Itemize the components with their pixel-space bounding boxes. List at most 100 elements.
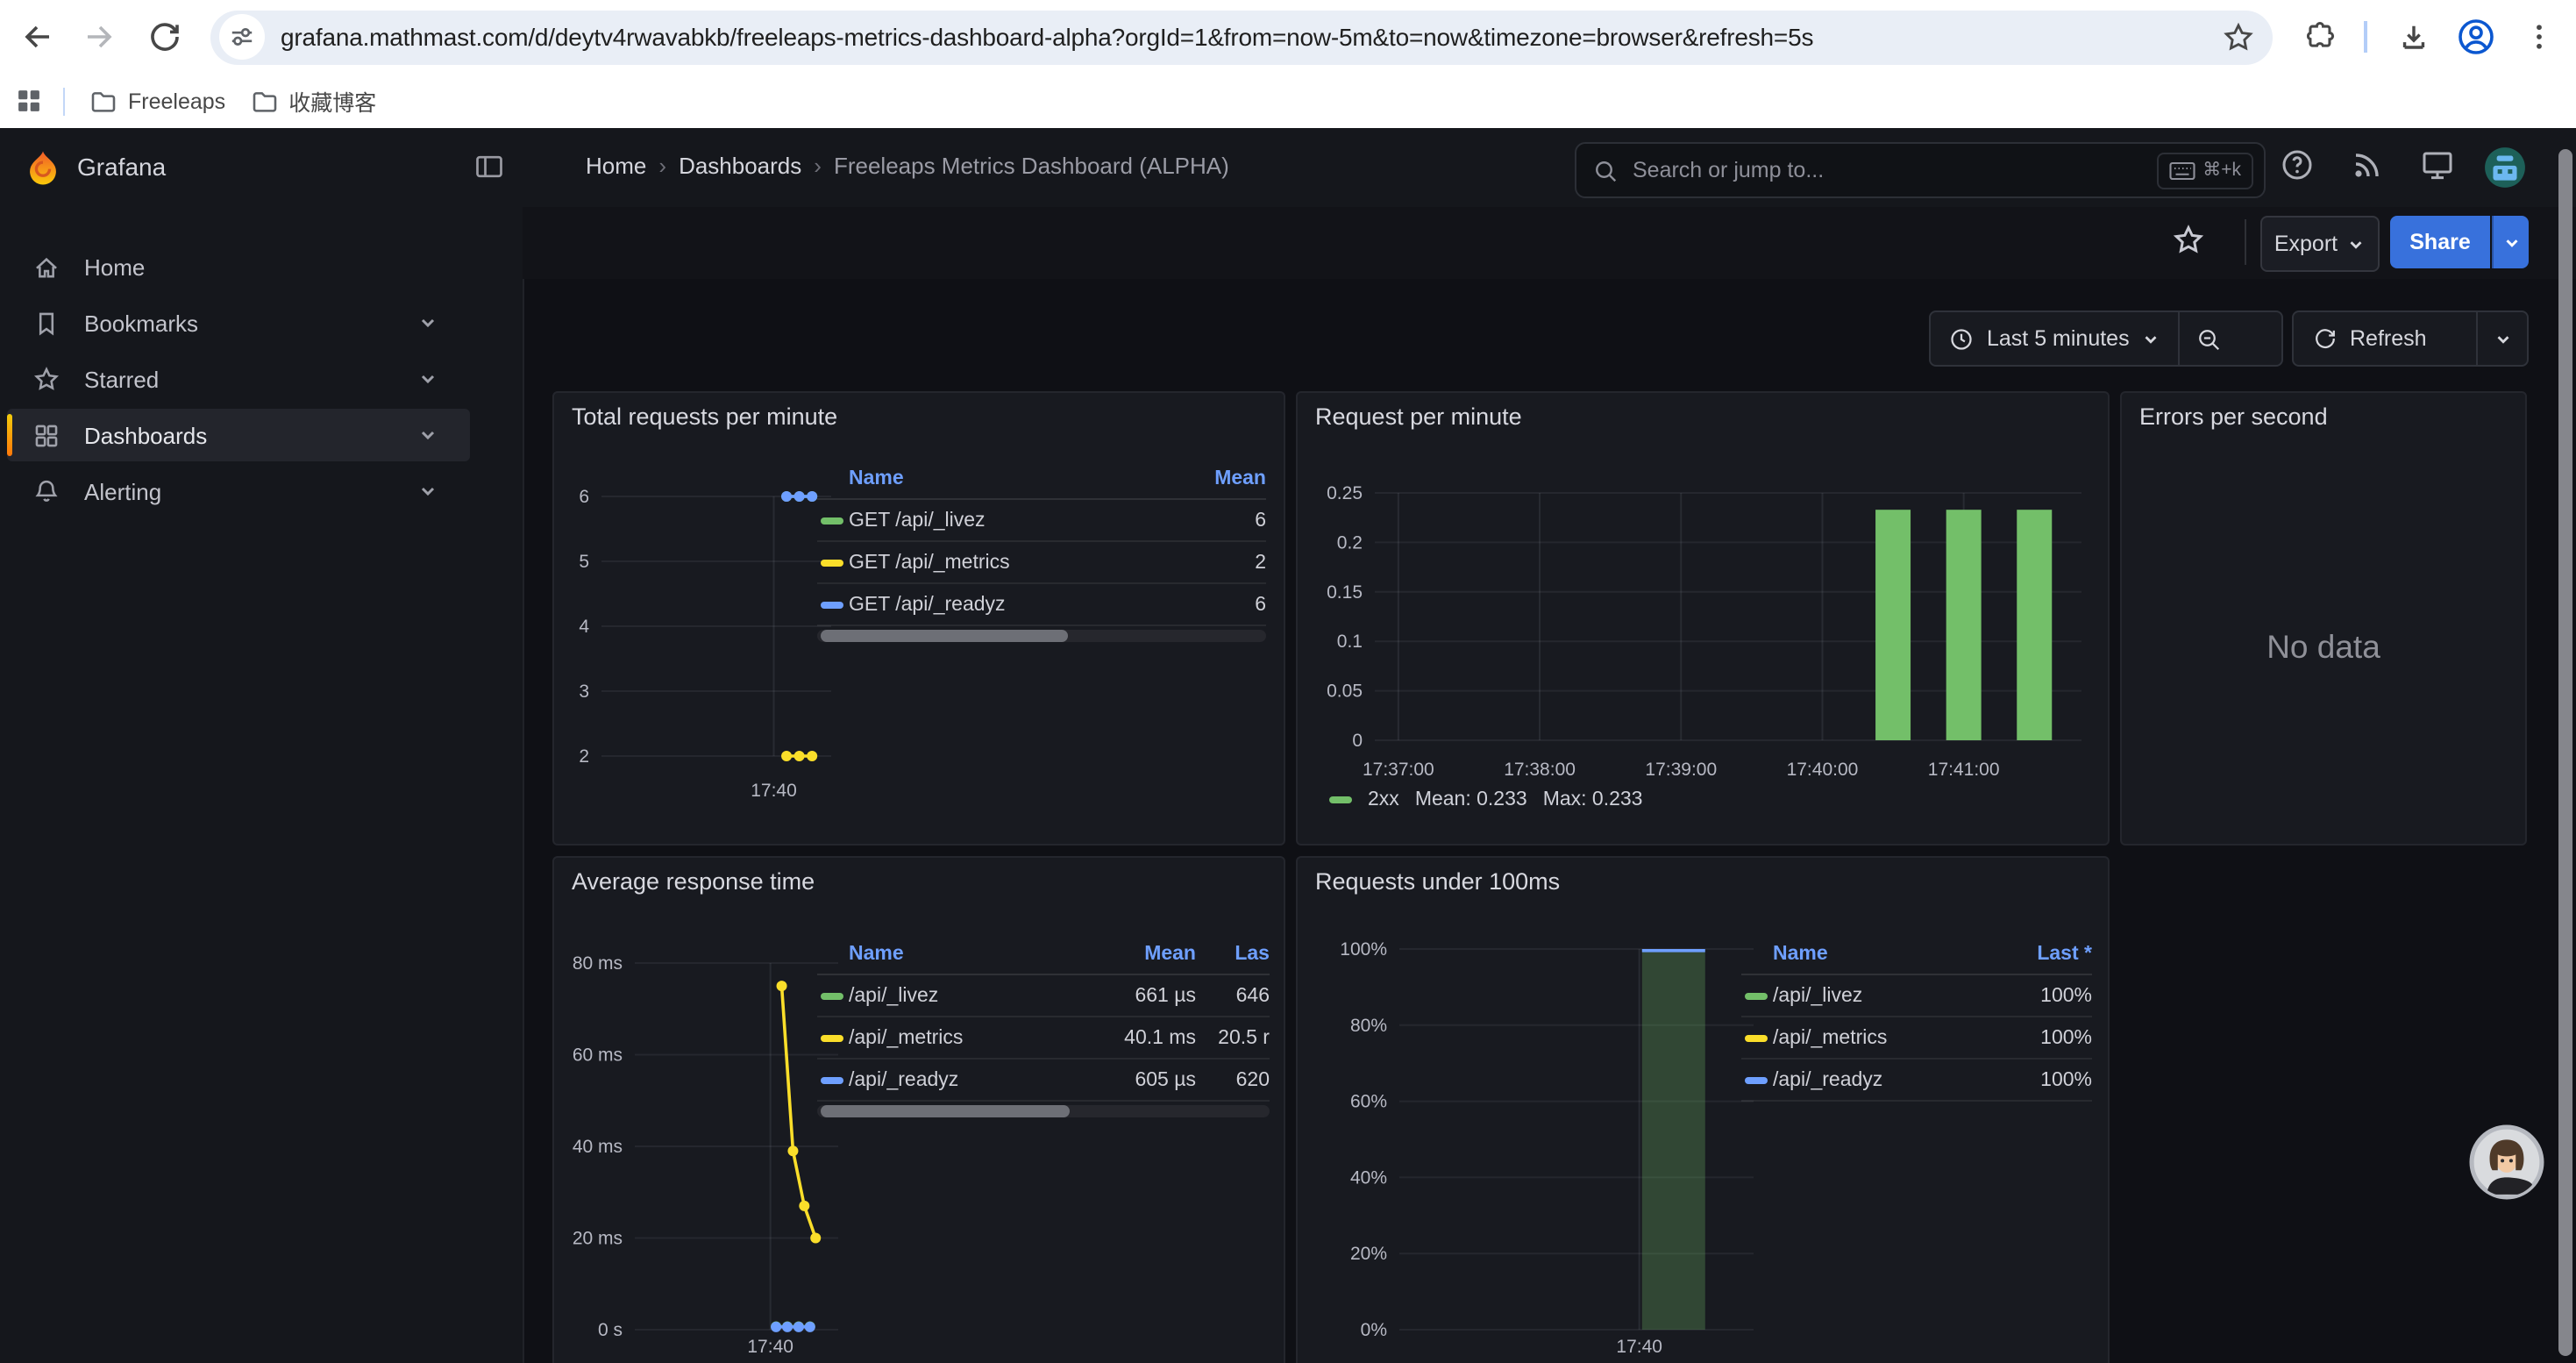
bookmark-folder-freeleaps[interactable]: Freeleaps	[89, 87, 225, 115]
legend-series-name[interactable]: /api/_metrics	[849, 1027, 1094, 1048]
chart-total-requests[interactable]: 6543217:40	[558, 470, 856, 821]
breadcrumb-current: Freeleaps Metrics Dashboard (ALPHA)	[834, 153, 1229, 179]
panel-title[interactable]: Requests under 100ms	[1315, 868, 1560, 895]
forward-button[interactable]	[75, 12, 125, 61]
data-point[interactable]	[781, 751, 792, 761]
user-avatar[interactable]	[2483, 146, 2527, 189]
legend-series-name[interactable]: GET /api/_readyz	[849, 594, 1192, 615]
chevron-down-icon[interactable]	[417, 368, 438, 389]
breadcrumb-home[interactable]: Home	[586, 153, 646, 179]
data-point[interactable]	[794, 491, 805, 502]
panel-title[interactable]: Average response time	[572, 868, 815, 895]
zoom-out-button[interactable]	[2181, 325, 2237, 352]
legend-column-header[interactable]: Mean	[1192, 468, 1266, 489]
data-point[interactable]	[777, 981, 787, 991]
help-button[interactable]	[2280, 147, 2318, 186]
legend-hscrollbar[interactable]	[817, 1105, 1270, 1117]
legend-column-header[interactable]: Name	[849, 468, 1192, 489]
time-range-picker[interactable]: Last 5 minutes	[1931, 325, 2179, 352]
back-button[interactable]	[12, 12, 61, 61]
browser-menu-button[interactable]	[2515, 12, 2564, 61]
legend-line[interactable]: 2xx Mean: 0.233 Max: 0.233	[1326, 789, 1643, 810]
grafana-logo-icon[interactable]	[25, 149, 61, 186]
apps-shortcut-button[interactable]	[14, 86, 44, 116]
breadcrumb-dashboards[interactable]: Dashboards	[679, 153, 801, 179]
sidebar-toggle-button[interactable]	[473, 151, 505, 182]
series-line	[782, 986, 816, 1238]
sidebar-item-alerting[interactable]: Alerting	[7, 465, 470, 517]
data-point[interactable]	[810, 1233, 821, 1244]
data-point[interactable]	[799, 1201, 809, 1211]
legend-hscrollbar[interactable]	[817, 630, 1266, 642]
legend-row[interactable]: /api/_readyz100%	[1741, 1060, 2092, 1102]
bar[interactable]	[1875, 510, 1911, 740]
refresh-button[interactable]: Refresh	[2294, 326, 2446, 351]
data-point[interactable]	[794, 751, 805, 761]
legend-row[interactable]: /api/_metrics100%	[1741, 1017, 2092, 1060]
url-bar[interactable]: grafana.mathmast.com/d/deytv4rwavabkb/fr…	[210, 10, 2273, 64]
legend-series-name[interactable]: /api/_livez	[1773, 985, 2004, 1006]
search-input[interactable]: Search or jump to... ⌘+k	[1575, 142, 2266, 198]
site-info-icon[interactable]	[219, 14, 265, 60]
sidebar-item-home[interactable]: Home	[7, 240, 470, 293]
floating-assistant-avatar[interactable]	[2469, 1124, 2544, 1200]
bookmark-page-button[interactable]	[2222, 20, 2255, 54]
kiosk-mode-button[interactable]	[2420, 147, 2459, 186]
bar[interactable]	[1946, 510, 1982, 740]
sidebar-item-dashboards[interactable]: Dashboards	[7, 409, 470, 461]
legend-column-header[interactable]: Las	[1196, 944, 1270, 965]
legend-column-header[interactable]: Name	[849, 944, 1094, 965]
legend-series-name[interactable]: /api/_readyz	[1773, 1069, 2004, 1090]
legend-row[interactable]: /api/_livez100%	[1741, 975, 2092, 1017]
page-scrollbar[interactable]	[2558, 149, 2572, 1356]
extensions-button[interactable]	[2294, 12, 2343, 61]
bar[interactable]	[1642, 949, 1705, 1330]
legend-series-name[interactable]: /api/_metrics	[1773, 1027, 2004, 1048]
refresh-controls: Refresh	[2292, 310, 2529, 367]
chevron-down-icon[interactable]	[417, 425, 438, 446]
data-point[interactable]	[807, 751, 817, 761]
legend-row[interactable]: GET /api/_metrics2	[817, 542, 1266, 584]
data-point[interactable]	[805, 1322, 815, 1332]
data-point[interactable]	[771, 1322, 781, 1332]
legend-column-header[interactable]: Name	[1773, 944, 2004, 965]
data-point[interactable]	[807, 491, 817, 502]
data-point[interactable]	[781, 491, 792, 502]
legend-series-name[interactable]: GET /api/_livez	[849, 510, 1192, 531]
legend-row[interactable]: GET /api/_readyz6	[817, 584, 1266, 626]
sidebar-item-bookmarks[interactable]: Bookmarks	[7, 296, 470, 349]
legend-row[interactable]: GET /api/_livez6	[817, 500, 1266, 542]
bookmarks-divider	[63, 87, 65, 115]
legend-row[interactable]: /api/_livez661 µs646	[817, 975, 1270, 1017]
legend-row[interactable]: /api/_readyz605 µs620	[817, 1060, 1270, 1102]
chevron-down-icon	[2142, 329, 2161, 348]
panel-title[interactable]: Errors per second	[2139, 403, 2328, 430]
share-button[interactable]: Share	[2390, 216, 2490, 268]
panel-title[interactable]: Total requests per minute	[572, 403, 837, 430]
bookmark-folder-blogs[interactable]: 收藏博客	[250, 84, 376, 118]
legend-series-name[interactable]: /api/_readyz	[849, 1069, 1094, 1090]
bar[interactable]	[2017, 510, 2052, 740]
share-menu-button[interactable]	[2492, 216, 2529, 268]
browser-profile-button[interactable]	[2451, 12, 2501, 61]
legend-series-name[interactable]: /api/_livez	[849, 985, 1094, 1006]
chevron-down-icon[interactable]	[417, 481, 438, 502]
sidebar-item-starred[interactable]: Starred	[7, 353, 470, 405]
legend-value: 6	[1192, 510, 1266, 531]
downloads-button[interactable]	[2388, 12, 2437, 61]
legend-column-header[interactable]: Mean	[1094, 944, 1196, 965]
chevron-down-icon[interactable]	[417, 312, 438, 333]
legend-value: 100%	[2004, 1027, 2092, 1048]
news-button[interactable]	[2350, 147, 2388, 186]
panel-title[interactable]: Request per minute	[1315, 403, 1522, 430]
legend-column-header[interactable]: Last *	[2004, 944, 2092, 965]
export-button[interactable]: Export	[2260, 216, 2380, 272]
data-point[interactable]	[782, 1322, 793, 1332]
legend-row[interactable]: /api/_metrics40.1 ms20.5 r	[817, 1017, 1270, 1060]
favorite-dashboard-button[interactable]	[2171, 223, 2206, 258]
legend-series-name[interactable]: GET /api/_metrics	[849, 552, 1192, 573]
data-point[interactable]	[793, 1322, 804, 1332]
data-point[interactable]	[787, 1145, 798, 1156]
reload-button[interactable]	[140, 12, 189, 61]
refresh-interval-button[interactable]	[2478, 329, 2527, 348]
